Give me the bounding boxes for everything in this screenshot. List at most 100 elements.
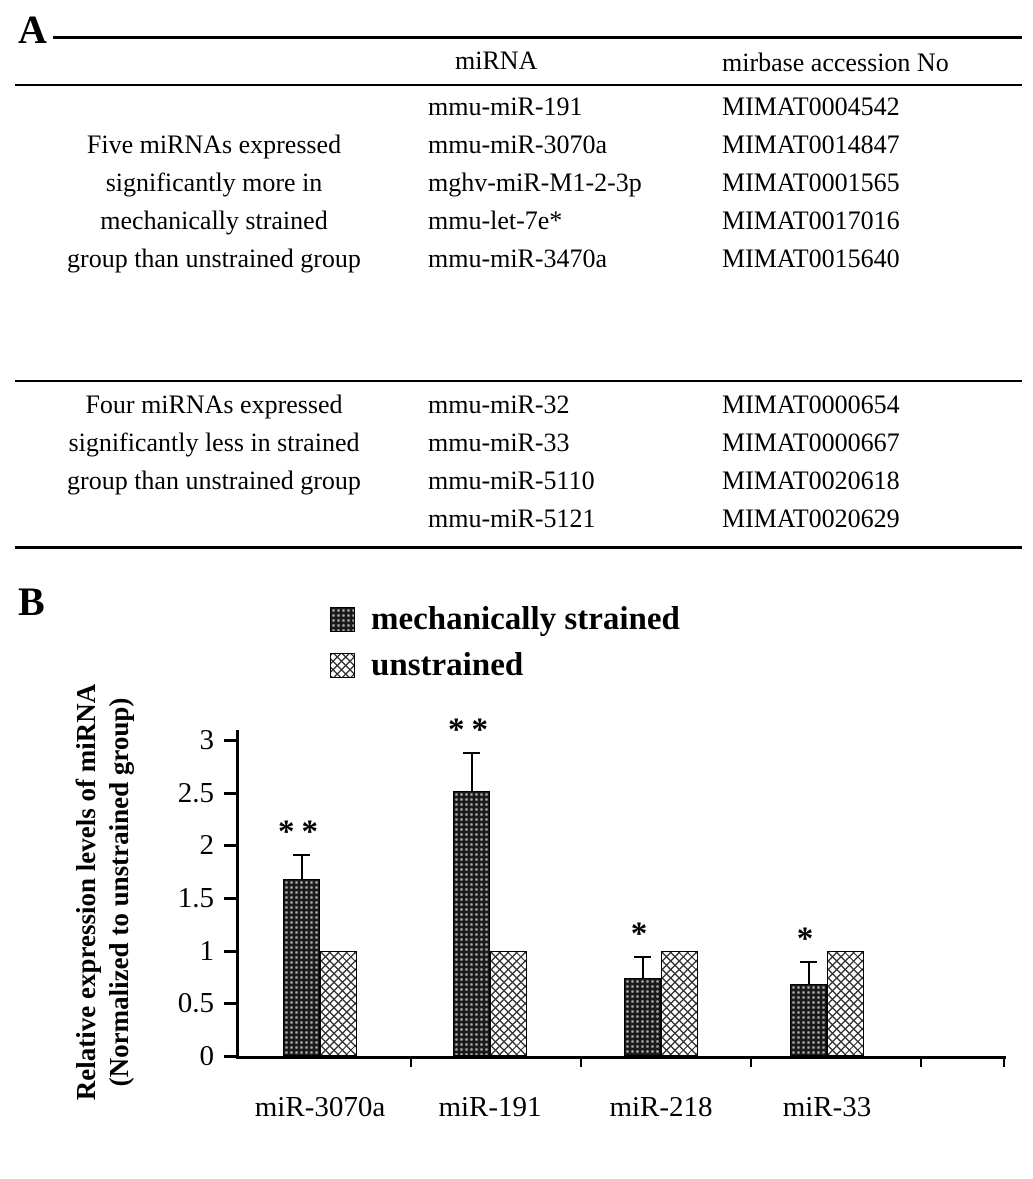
y-axis-ticks: 0 0.5 1 1.5 2 2.5 3 [140, 724, 236, 1072]
bar-unstrained-miR-33 [827, 950, 864, 1056]
y-tick-label: 0 [199, 1040, 215, 1072]
x-axis-labels: miR-3070a miR-191 miR-218 miR-33 [239, 1091, 1033, 1131]
x-axis-line [236, 1056, 1006, 1059]
table-group-downregulated: Four miRNAs expressed mmu-miR-32 MIMAT00… [15, 386, 1022, 538]
accession-number: MIMAT0014847 [722, 130, 900, 159]
accession-number: MIMAT0000667 [722, 428, 900, 457]
panel-a-label: A [12, 8, 53, 52]
x-tick-mark [920, 1059, 922, 1067]
mirna-name: mghv-miR-M1-2-3p [428, 168, 642, 197]
table-row: Five miRNAs expressed mmu-miR-3070a MIMA… [15, 126, 1022, 164]
strained-pattern-swatch-icon [330, 606, 355, 632]
y-tick-mark [224, 1002, 236, 1006]
group-description-line: Five miRNAs expressed [86, 130, 342, 159]
error-bar [807, 961, 810, 985]
group-description-line: Four miRNAs expressed [85, 390, 343, 419]
y-tick-label: 3 [199, 724, 215, 756]
error-bar [470, 751, 473, 791]
error-bar [300, 853, 303, 880]
y-tick-mark [224, 791, 236, 795]
table-row: group than unstrained group mmu-miR-5110… [15, 462, 1022, 500]
accession-number: MIMAT0017016 [722, 206, 900, 235]
mirna-name: mmu-miR-5110 [428, 466, 595, 495]
table-row: significantly less in strained mmu-miR-3… [15, 424, 1022, 462]
table-group-upregulated: mmu-miR-191 MIMAT0004542 Five miRNAs exp… [15, 88, 1022, 278]
bar-unstrained-miR-3070a [320, 950, 357, 1056]
group-description-line: significantly less in strained [68, 428, 360, 457]
table-bottom-rule [15, 546, 1022, 549]
table-header-accession: mirbase accession No [722, 48, 949, 77]
y-tick-mark [224, 897, 236, 900]
mirna-name: mmu-let-7e* [428, 206, 563, 235]
bar-strained-miR-33 [790, 984, 827, 1056]
accession-number: MIMAT0020629 [722, 504, 900, 533]
chart-legend: mechanically strained unstrained [330, 598, 680, 690]
x-axis-category-label: miR-191 [438, 1091, 542, 1123]
accession-number: MIMAT0015640 [722, 244, 900, 273]
table-top-rule [15, 36, 1022, 39]
x-tick-mark [1003, 1059, 1005, 1067]
y-tick-label: 2.5 [177, 776, 214, 809]
bar-unstrained-miR-191 [490, 950, 527, 1056]
group-description-line: group than unstrained group [67, 244, 361, 273]
group-description-line: significantly more in [105, 168, 323, 197]
plot-area: ** ** * * [239, 713, 1006, 1056]
accession-number: MIMAT0004542 [722, 92, 900, 121]
y-tick-mark [224, 739, 236, 742]
significance-marker: * [630, 915, 655, 952]
y-tick-mark [224, 949, 236, 953]
legend-label-strained: mechanically strained [371, 600, 680, 637]
x-axis-category-label: miR-33 [782, 1091, 872, 1123]
table-row: mmu-miR-5121 MIMAT0020629 [15, 500, 1022, 538]
mirna-name: mmu-miR-3470a [428, 244, 608, 273]
y-axis-line [236, 730, 239, 1059]
mirna-name: mmu-miR-5121 [428, 504, 596, 533]
error-bar-cap [800, 961, 817, 964]
x-tick-mark [410, 1059, 412, 1067]
significance-marker: * [796, 921, 821, 958]
y-tick-label: 2 [199, 829, 215, 862]
y-axis-title-line-2: (Normalized to unstrained group) [104, 697, 134, 1087]
mirna-name: mmu-miR-32 [428, 390, 570, 419]
mirna-name: mmu-miR-3070a [428, 130, 608, 159]
table-group-separator-rule [15, 380, 1022, 382]
bar-strained-miR-3070a [283, 879, 320, 1056]
error-bar [641, 955, 644, 979]
legend-label-unstrained: unstrained [371, 646, 524, 683]
unstrained-pattern-swatch-icon [330, 652, 355, 678]
significance-marker: ** [278, 813, 325, 850]
x-axis-category-label: miR-218 [609, 1091, 713, 1123]
y-tick-mark [224, 1055, 236, 1058]
table-header-rule [15, 84, 1022, 86]
y-axis-title-line-1: Relative expression levels of miRNA [71, 683, 101, 1101]
x-tick-mark [580, 1059, 582, 1067]
bar-strained-miR-191 [453, 790, 490, 1056]
y-tick-label: 1.5 [177, 882, 214, 914]
x-axis-ticks [239, 1059, 1006, 1069]
table-row: Four miRNAs expressed mmu-miR-32 MIMAT00… [15, 386, 1022, 424]
accession-number: MIMAT0001565 [722, 168, 900, 197]
error-bar-cap [463, 751, 480, 754]
table-row: mechanically strained mmu-let-7e* MIMAT0… [15, 202, 1022, 240]
error-bar-cap [634, 955, 651, 958]
legend-item-unstrained: unstrained [330, 644, 680, 686]
y-axis-title: Relative expression levels of miRNA (Nor… [70, 642, 136, 1142]
bar-strained-miR-218 [624, 978, 661, 1056]
error-bar-cap [293, 853, 310, 856]
group-description-line: group than unstrained group [67, 466, 361, 495]
accession-number: MIMAT0020618 [722, 466, 900, 495]
significance-marker: ** [448, 711, 495, 748]
y-tick-label: 0.5 [177, 987, 214, 1020]
group-description-line [15, 88, 413, 126]
legend-item-strained: mechanically strained [330, 598, 680, 640]
accession-number: MIMAT0000654 [722, 390, 900, 419]
group-description-line: mechanically strained [100, 206, 328, 235]
y-tick-mark [224, 844, 236, 848]
table-row: group than unstrained group mmu-miR-3470… [15, 240, 1022, 278]
y-tick-label: 1 [199, 934, 215, 967]
panel-b-label: B [12, 580, 51, 624]
table-row: mmu-miR-191 MIMAT0004542 [15, 88, 1022, 126]
mirna-name: mmu-miR-191 [428, 92, 583, 121]
group-description-line [15, 500, 413, 538]
